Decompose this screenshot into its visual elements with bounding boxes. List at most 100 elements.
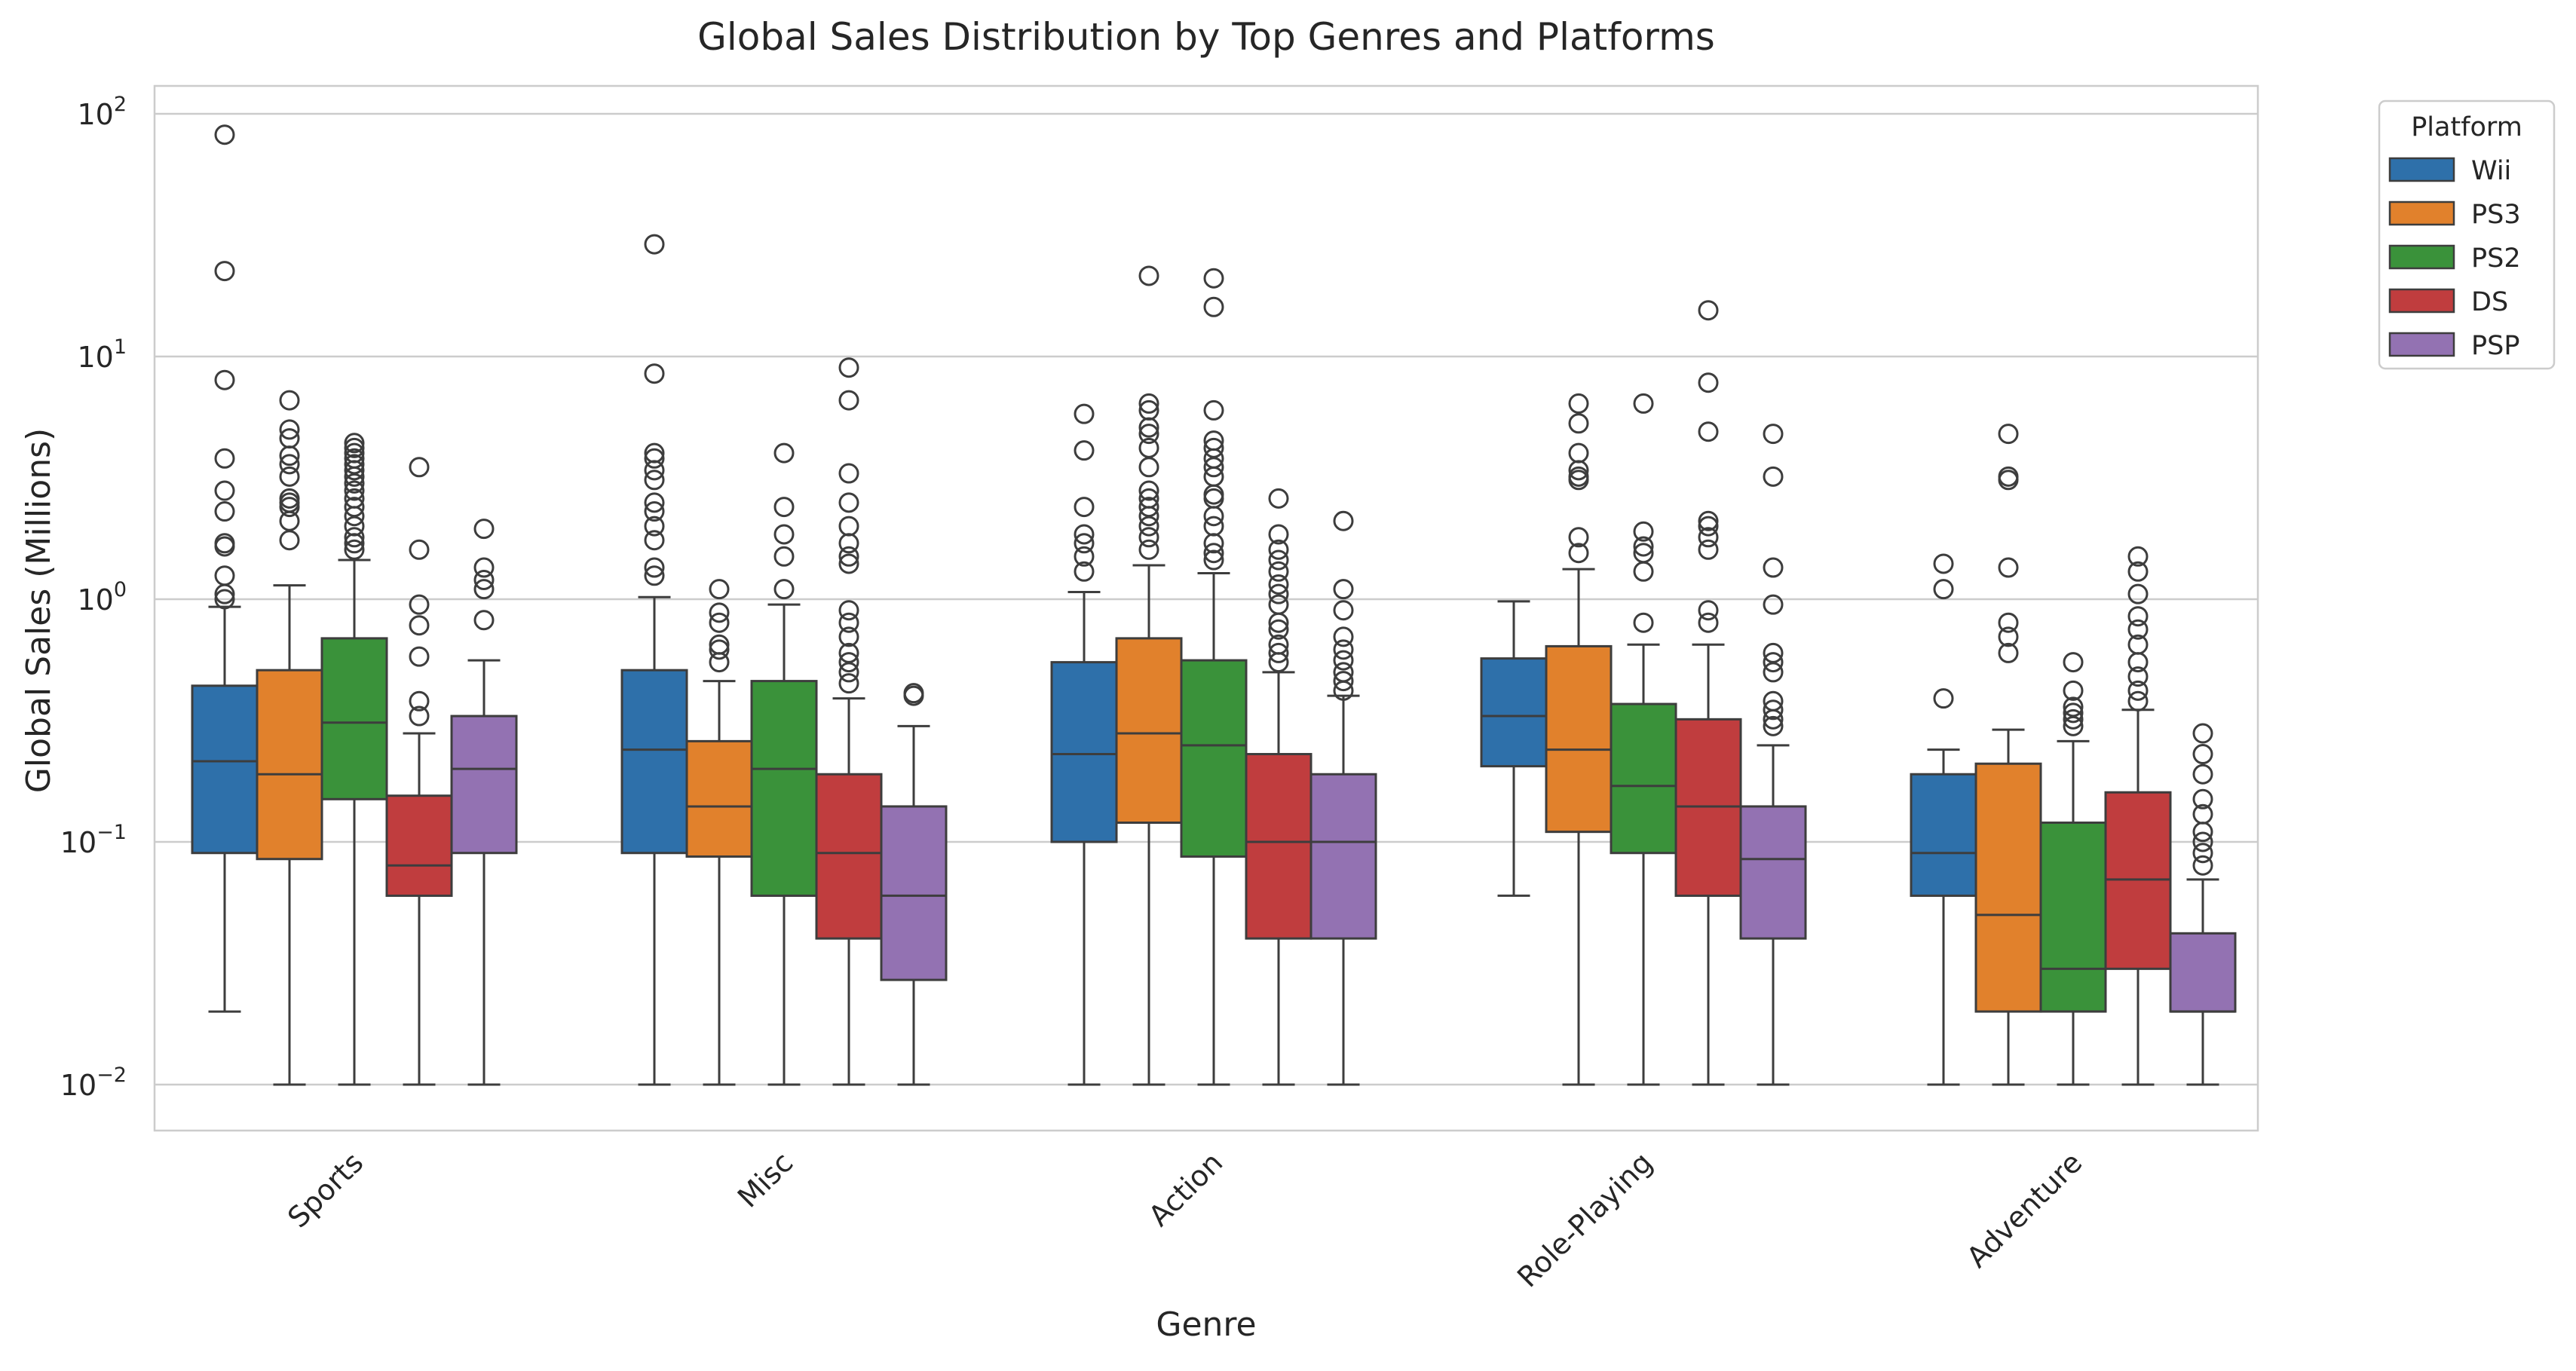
outlier-point xyxy=(2192,744,2213,765)
outlier-point xyxy=(1633,612,1654,633)
outlier-point xyxy=(838,357,859,378)
outlier-point xyxy=(1074,561,1095,582)
outlier-point xyxy=(1568,466,1589,487)
outlier-point xyxy=(1333,600,1354,621)
outlier-point xyxy=(2063,680,2084,701)
outlier-point xyxy=(1268,642,1289,663)
outlier-point xyxy=(644,470,665,491)
outlier-point xyxy=(1698,612,1719,633)
outlier-point xyxy=(1203,516,1224,537)
outlier-point xyxy=(1763,690,1784,712)
outlier-point xyxy=(773,546,795,567)
box-body xyxy=(1910,773,1977,897)
outlier-point xyxy=(409,457,430,478)
outlier-point xyxy=(1998,612,2019,633)
outlier-point xyxy=(473,579,495,600)
box-ps3-misc xyxy=(685,579,753,1086)
outlier-point xyxy=(344,539,365,560)
legend-swatch-ps3 xyxy=(2388,200,2455,226)
outlier-point xyxy=(1998,466,2019,487)
legend-label-ps2: PS2 xyxy=(2471,243,2521,274)
outlier-point xyxy=(1333,510,1354,531)
outlier-point xyxy=(1333,650,1354,671)
outlier-point xyxy=(214,565,235,586)
outlier-point xyxy=(214,501,235,522)
outlier-point xyxy=(1633,393,1654,414)
outlier-point xyxy=(214,448,235,469)
outlier-point xyxy=(1138,265,1159,286)
outlier-point xyxy=(214,124,235,145)
outlier-point xyxy=(1763,642,1784,663)
outlier-point xyxy=(2192,723,2213,744)
box-ps3-adventure xyxy=(1974,424,2042,1086)
outlier-point xyxy=(2127,619,2149,640)
box-ds-misc xyxy=(815,357,883,1086)
outlier-point xyxy=(1268,549,1289,571)
outlier-point xyxy=(644,565,665,586)
legend-label-psp: PSP xyxy=(2471,331,2519,361)
outlier-point xyxy=(644,448,665,469)
outlier-point xyxy=(214,480,235,501)
outlier-point xyxy=(409,646,430,667)
box-body xyxy=(1480,657,1548,768)
outlier-point xyxy=(2127,680,2149,701)
box-body xyxy=(1610,702,1677,855)
outlier-point xyxy=(1138,497,1159,518)
outlier-point xyxy=(1074,524,1095,545)
outlier-point xyxy=(344,448,365,469)
box-psp-adventure xyxy=(2169,723,2237,1086)
outlier-point xyxy=(344,480,365,501)
outlier-point xyxy=(1698,539,1719,560)
outlier-point xyxy=(473,519,495,540)
outlier-point xyxy=(1138,480,1159,501)
x-axis-label: Genre xyxy=(1156,1305,1256,1344)
outlier-point xyxy=(2192,764,2213,785)
outlier-point xyxy=(279,488,300,509)
box-body xyxy=(750,680,818,897)
outlier-point xyxy=(1203,543,1224,564)
outlier-point xyxy=(644,516,665,537)
box-body xyxy=(1974,762,2042,1013)
outlier-point xyxy=(1333,579,1354,600)
outlier-point xyxy=(1268,583,1289,604)
outlier-point xyxy=(2063,702,2084,724)
legend-swatch-wii xyxy=(2388,157,2455,182)
outlier-point xyxy=(1138,424,1159,445)
outlier-point xyxy=(838,463,859,484)
legend-swatch-ds xyxy=(2388,288,2455,314)
legend-swatch-psp xyxy=(2388,332,2455,357)
outlier-point xyxy=(644,363,665,384)
box-psp-action xyxy=(1309,510,1377,1086)
box-body xyxy=(815,773,883,940)
outlier-point xyxy=(773,579,795,600)
outlier-point xyxy=(1333,662,1354,683)
outlier-point xyxy=(709,612,730,633)
outlier-point xyxy=(1998,642,2019,663)
outlier-point xyxy=(1074,403,1095,424)
box-body xyxy=(191,684,259,855)
boxes xyxy=(191,124,2237,1086)
outlier-point xyxy=(1268,488,1289,509)
outlier-point xyxy=(1998,626,2019,647)
box-body xyxy=(1050,661,1118,843)
outlier-point xyxy=(1633,543,1654,564)
box-body xyxy=(1180,659,1248,858)
outlier-point xyxy=(1138,399,1159,421)
outlier-point xyxy=(2192,843,2213,864)
outlier-point xyxy=(1268,574,1289,595)
box-ps2-role-playing xyxy=(1610,393,1677,1086)
box-ps2-sports xyxy=(320,433,388,1086)
outlier-point xyxy=(214,533,235,554)
outlier-point xyxy=(644,234,665,255)
outlier-point xyxy=(409,594,430,615)
box-psp-role-playing xyxy=(1739,424,1807,1086)
legend-label-wii: Wii xyxy=(2471,156,2511,186)
box-body xyxy=(685,739,753,858)
outlier-point xyxy=(773,442,795,464)
outlier-point xyxy=(279,419,300,440)
outlier-point xyxy=(1268,619,1289,640)
legend-label-ps3: PS3 xyxy=(2471,200,2521,230)
outlier-point xyxy=(473,570,495,591)
